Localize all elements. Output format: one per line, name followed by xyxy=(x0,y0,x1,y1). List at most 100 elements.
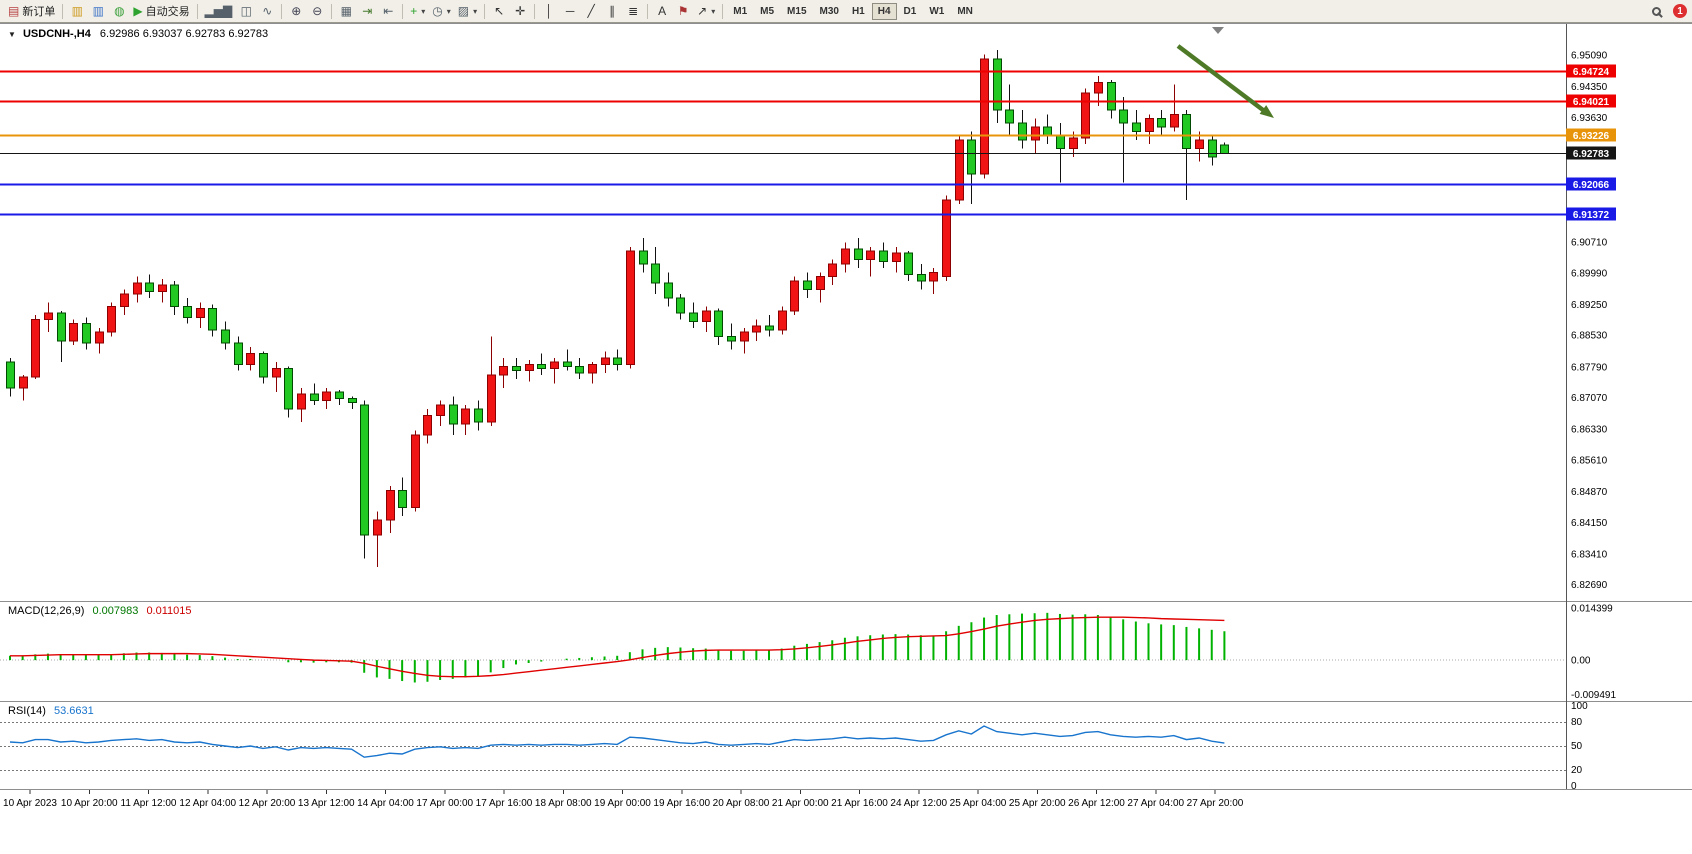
search-icon[interactable] xyxy=(1646,2,1666,21)
timeframe-m5[interactable]: M5 xyxy=(760,5,775,17)
tile-windows-icon[interactable]: ▦ xyxy=(336,2,356,21)
trendline-icon[interactable]: ╱ xyxy=(581,2,601,21)
cursor-icon[interactable]: ↖ xyxy=(489,2,509,21)
price-badge xyxy=(1566,207,1616,221)
vertical-line-icon[interactable]: │ xyxy=(539,2,559,21)
notifications-badge[interactable]: 1 xyxy=(1673,4,1687,18)
autotrade-button[interactable]: ▶ 自动交易 xyxy=(130,2,192,21)
terminal-icon[interactable]: ◍ xyxy=(109,2,129,21)
periods-button[interactable]: ◷ ▾ xyxy=(429,2,454,21)
chart-header: ▼ USDCNH-,H4 6.92986 6.93037 6.92783 6.9… xyxy=(8,28,268,40)
time-axis-label: 12 Apr 20:00 xyxy=(239,798,296,809)
svg-text:6.94021: 6.94021 xyxy=(1573,97,1610,108)
terminal-icon-glyph: ◍ xyxy=(114,4,125,18)
svg-text:20: 20 xyxy=(1571,765,1583,776)
rsi-label: RSI(14) 53.6631 xyxy=(8,705,94,717)
trend-arrow-annotation[interactable] xyxy=(1176,44,1274,118)
new-order-button[interactable]: ▤ 新订单 xyxy=(5,2,58,21)
toolbar-separator xyxy=(484,3,486,19)
time-axis-label: 19 Apr 16:00 xyxy=(653,798,710,809)
timeframe-h4[interactable]: H4 xyxy=(871,2,897,20)
svg-text:6.93630: 6.93630 xyxy=(1571,113,1608,124)
text-icon[interactable]: A xyxy=(652,2,672,21)
search-icon xyxy=(1651,6,1661,16)
zoom-in-icon-glyph: ⊕ xyxy=(291,4,302,18)
bar-chart-icon[interactable]: ▂▅▇ xyxy=(202,2,236,21)
svg-text:0.00: 0.00 xyxy=(1571,656,1591,667)
timeframe-m30[interactable]: M30 xyxy=(819,5,839,17)
candlestick-chart-icon-glyph: ◫ xyxy=(240,4,252,18)
svg-text:6.92783: 6.92783 xyxy=(1573,149,1610,160)
macd-panel: 0.014399 0.00 -0.009491 xyxy=(0,604,1616,701)
horizontal-line-icon[interactable]: ─ xyxy=(560,2,580,21)
market-watch-icon[interactable]: ▥ xyxy=(67,2,87,21)
chart-shift-icon-glyph: ⇤ xyxy=(383,4,394,18)
main-toolbar: ▤ 新订单 ▥ ▥ ◍ ▶ 自动交易 ▂▅▇ ◫ ∿ ⊕ ⊖ ▦ ⇥ ⇤ + ▾ ◷ ▾ ▨ ▾ ↖ ✛ │ ─ ╱ ∥ ≣ A ⚑ ↗ ▾ M… xyxy=(0,0,1692,23)
rsi-line xyxy=(9,725,1225,758)
svg-text:50: 50 xyxy=(1571,741,1583,752)
macd-signal-value: 0.011015 xyxy=(146,605,192,617)
timeframe-h1[interactable]: H1 xyxy=(851,5,865,17)
crosshair-icon[interactable]: ✛ xyxy=(510,2,530,21)
bar-chart-icon-glyph: ▂▅▇ xyxy=(204,4,233,18)
fibonacci-icon[interactable]: ≣ xyxy=(623,2,643,21)
time-axis-label: 21 Apr 16:00 xyxy=(831,798,888,809)
indicators-glyph: + xyxy=(410,4,418,18)
horizontal-line-icon-glyph: ─ xyxy=(565,4,575,18)
channel-icon[interactable]: ∥ xyxy=(602,2,622,21)
price-badge xyxy=(1566,94,1616,108)
vertical-line-icon-glyph: │ xyxy=(545,4,553,18)
templates-glyph: ▨ xyxy=(457,4,470,18)
svg-text:6.86330: 6.86330 xyxy=(1571,425,1608,436)
svg-text:100: 100 xyxy=(1571,701,1588,712)
macd-label: MACD(12,26,9) 0.007983 0.011015 xyxy=(8,605,192,617)
timeframe-mn[interactable]: MN xyxy=(957,5,973,17)
price-badge xyxy=(1566,64,1616,78)
svg-text:6.89990: 6.89990 xyxy=(1571,268,1608,279)
timeframe-d1[interactable]: D1 xyxy=(903,5,917,17)
timeframe-m15[interactable]: M15 xyxy=(787,5,807,17)
chart-shift-marker[interactable] xyxy=(1212,27,1224,34)
rsi-title: RSI(14) xyxy=(8,705,46,717)
macd-title: MACD(12,26,9) xyxy=(8,605,85,617)
timeframe-m1[interactable]: M1 xyxy=(733,5,748,17)
autotrade-glyph: ▶ xyxy=(133,4,143,18)
line-chart-icon[interactable]: ∿ xyxy=(257,2,277,21)
auto-scroll-icon[interactable]: ⇥ xyxy=(357,2,377,21)
chevron-down-icon: ▾ xyxy=(421,6,426,16)
svg-text:6.84870: 6.84870 xyxy=(1571,487,1608,498)
time-axis-label: 18 Apr 08:00 xyxy=(535,798,592,809)
time-axis-label: 25 Apr 20:00 xyxy=(1009,798,1066,809)
chart-shift-icon[interactable]: ⇤ xyxy=(378,2,398,21)
templates-button[interactable]: ▨ ▾ xyxy=(455,2,480,21)
oneclick-collapse-icon[interactable]: ▼ xyxy=(8,30,16,39)
svg-text:6.83410: 6.83410 xyxy=(1571,549,1608,560)
timeframe-w1[interactable]: W1 xyxy=(929,5,945,17)
text-label-icon[interactable]: ⚑ xyxy=(673,2,693,21)
channel-icon-glyph: ∥ xyxy=(609,4,616,18)
panel-borders xyxy=(0,23,1692,790)
svg-text:6.94350: 6.94350 xyxy=(1571,82,1608,93)
text-label-icon-glyph: ⚑ xyxy=(677,4,689,18)
crosshair-icon-glyph: ✛ xyxy=(515,4,526,18)
svg-text:0: 0 xyxy=(1571,781,1577,792)
arrows-button[interactable]: ↗ ▾ xyxy=(694,2,718,21)
svg-text:80: 80 xyxy=(1571,717,1583,728)
zoom-out-icon[interactable]: ⊖ xyxy=(307,2,327,21)
svg-text:6.95090: 6.95090 xyxy=(1571,50,1608,61)
candlestick-chart-icon[interactable]: ◫ xyxy=(236,2,256,21)
svg-text:6.93226: 6.93226 xyxy=(1573,131,1610,142)
svg-text:6.82690: 6.82690 xyxy=(1571,580,1608,591)
chevron-down-icon: ▾ xyxy=(446,6,451,16)
time-axis-label: 10 Apr 20:00 xyxy=(61,798,118,809)
svg-text:6.87790: 6.87790 xyxy=(1571,362,1608,373)
navigator-icon[interactable]: ▥ xyxy=(88,2,108,21)
indicators-button[interactable]: + ▾ xyxy=(407,2,428,21)
price-badge xyxy=(1566,146,1616,160)
time-axis[interactable]: 10 Apr 2023 10 Apr 20:00 11 Apr 12:00 12 Ap… xyxy=(3,790,1244,809)
price-badge xyxy=(1566,177,1616,191)
time-axis-label: 14 Apr 04:00 xyxy=(357,798,414,809)
zoom-in-icon[interactable]: ⊕ xyxy=(286,2,306,21)
svg-text:6.85610: 6.85610 xyxy=(1571,455,1608,466)
